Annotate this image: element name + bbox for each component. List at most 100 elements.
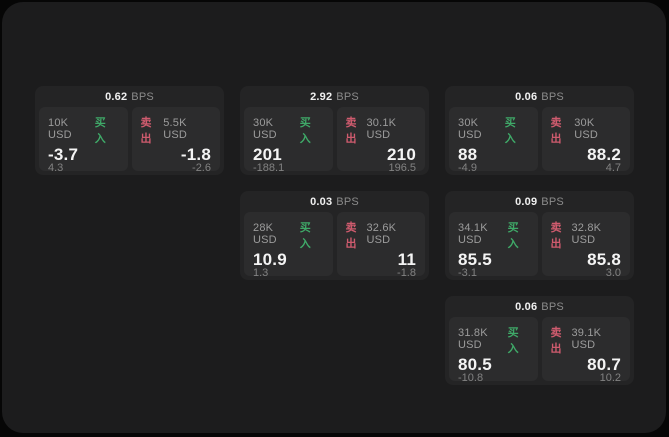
buy-quote-value: 10.9 bbox=[253, 250, 287, 269]
buy-panel-top: 31.8K USD 买入 bbox=[458, 324, 529, 356]
card-header: 0.03 BPS bbox=[244, 191, 425, 212]
sell-size-label: 32.8K USD bbox=[571, 222, 602, 246]
buy-size-label: 34.1K USD bbox=[458, 222, 488, 246]
buy-quote-delta: -4.9 bbox=[458, 162, 477, 174]
buy-panel[interactable]: 30K USD 买入 201 -188.1 bbox=[244, 107, 333, 174]
bps-value: 0.06 bbox=[515, 300, 538, 313]
sell-panel[interactable]: 卖出 30.1K USD 210 196.5 bbox=[336, 107, 425, 174]
sell-panel-top: 卖出 5.5K USD bbox=[141, 114, 212, 146]
buy-panel[interactable]: 10K USD 买入 -3.7 4.3 bbox=[39, 107, 128, 174]
sell-quote-delta: 196.5 bbox=[388, 162, 416, 174]
sell-quote-delta: 10.2 bbox=[599, 372, 621, 384]
buy-badge[interactable]: 买入 bbox=[504, 117, 517, 145]
buy-size-label: 30K USD bbox=[253, 117, 277, 141]
sell-panel[interactable]: 卖出 32.6K USD 11 -1.8 bbox=[336, 212, 425, 279]
bps-unit: BPS bbox=[541, 300, 564, 313]
bps-unit: BPS bbox=[336, 195, 359, 208]
sell-size-label: 30.1K USD bbox=[366, 117, 397, 141]
buy-size-label: 31.8K USD bbox=[458, 327, 488, 351]
sell-quote-value: 88.2 bbox=[587, 145, 621, 164]
buy-badge[interactable]: 买入 bbox=[299, 222, 312, 250]
sell-badge[interactable]: 卖出 bbox=[345, 222, 358, 250]
bps-unit: BPS bbox=[131, 90, 154, 103]
card-body: 30K USD 买入 88 -4.9 卖出 30K USD 88.2 4.7 bbox=[449, 107, 630, 174]
sell-size-label: 32.6K USD bbox=[366, 222, 397, 246]
buy-quote-delta: -188.1 bbox=[253, 162, 285, 174]
sell-size-label: 5.5K USD bbox=[163, 117, 188, 141]
buy-panel[interactable]: 31.8K USD 买入 80.5 -10.8 bbox=[449, 317, 538, 384]
bps-value: 0.62 bbox=[105, 90, 128, 103]
sell-panel[interactable]: 卖出 5.5K USD -1.8 -2.6 bbox=[131, 107, 220, 174]
buy-badge[interactable]: 买入 bbox=[299, 117, 312, 145]
sell-badge[interactable]: 卖出 bbox=[140, 117, 153, 145]
buy-quote-delta: 1.3 bbox=[253, 267, 269, 279]
quote-card: 0.06 BPS 30K USD 买入 88 -4.9 卖出 30K USD 8… bbox=[445, 86, 634, 175]
buy-quote-value: 85.5 bbox=[458, 250, 492, 269]
buy-quote-delta: 4.3 bbox=[48, 162, 64, 174]
buy-size-label: 30K USD bbox=[458, 117, 482, 141]
buy-badge[interactable]: 买入 bbox=[94, 117, 107, 145]
sell-panel[interactable]: 卖出 30K USD 88.2 4.7 bbox=[541, 107, 630, 174]
sell-quote-delta: 3.0 bbox=[605, 267, 621, 279]
buy-panel-top: 10K USD 买入 bbox=[48, 114, 119, 146]
card-body: 10K USD 买入 -3.7 4.3 卖出 5.5K USD -1.8 -2.… bbox=[39, 107, 220, 174]
sell-badge[interactable]: 卖出 bbox=[550, 222, 563, 250]
card-body: 34.1K USD 买入 85.5 -3.1 卖出 32.8K USD 85.8… bbox=[449, 212, 630, 279]
sell-quote-value: 80.7 bbox=[587, 355, 621, 374]
sell-quote-delta: 4.7 bbox=[605, 162, 621, 174]
sell-size-label: 30K USD bbox=[574, 117, 599, 141]
quote-card: 0.62 BPS 10K USD 买入 -3.7 4.3 卖出 5.5K USD… bbox=[35, 86, 224, 175]
sell-panel-top: 卖出 32.6K USD bbox=[346, 219, 417, 251]
sell-quote-delta: -2.6 bbox=[192, 162, 211, 174]
buy-badge[interactable]: 买入 bbox=[507, 327, 520, 355]
card-header: 0.06 BPS bbox=[449, 86, 630, 107]
sell-quote-value: 210 bbox=[387, 145, 416, 164]
bps-value: 2.92 bbox=[310, 90, 333, 103]
bps-unit: BPS bbox=[541, 90, 564, 103]
quote-grid: 0.62 BPS 10K USD 买入 -3.7 4.3 卖出 5.5K USD… bbox=[35, 86, 634, 385]
buy-badge[interactable]: 买入 bbox=[507, 222, 520, 250]
buy-panel-top: 34.1K USD 买入 bbox=[458, 219, 529, 251]
app-window: 0.62 BPS 10K USD 买入 -3.7 4.3 卖出 5.5K USD… bbox=[2, 2, 666, 433]
card-header: 0.09 BPS bbox=[449, 191, 630, 212]
sell-panel-top: 卖出 30K USD bbox=[551, 114, 622, 146]
buy-quote-value: 88 bbox=[458, 145, 478, 164]
buy-panel[interactable]: 28K USD 买入 10.9 1.3 bbox=[244, 212, 333, 279]
bps-unit: BPS bbox=[336, 90, 359, 103]
bps-value: 0.09 bbox=[515, 195, 538, 208]
card-body: 28K USD 买入 10.9 1.3 卖出 32.6K USD 11 -1.8 bbox=[244, 212, 425, 279]
sell-panel[interactable]: 卖出 39.1K USD 80.7 10.2 bbox=[541, 317, 630, 384]
buy-panel-top: 30K USD 买入 bbox=[253, 114, 324, 146]
bps-value: 0.03 bbox=[310, 195, 333, 208]
sell-size-label: 39.1K USD bbox=[571, 327, 602, 351]
buy-panel[interactable]: 34.1K USD 买入 85.5 -3.1 bbox=[449, 212, 538, 279]
buy-quote-delta: -3.1 bbox=[458, 267, 477, 279]
sell-quote-value: -1.8 bbox=[180, 145, 211, 164]
quote-card: 0.03 BPS 28K USD 买入 10.9 1.3 卖出 32.6K US… bbox=[240, 191, 429, 280]
sell-quote-delta: -1.8 bbox=[397, 267, 416, 279]
sell-quote-value: 11 bbox=[397, 250, 416, 269]
sell-panel-top: 卖出 39.1K USD bbox=[551, 324, 622, 356]
buy-quote-delta: -10.8 bbox=[458, 372, 484, 384]
bps-value: 0.06 bbox=[515, 90, 538, 103]
card-header: 2.92 BPS bbox=[244, 86, 425, 107]
quote-card: 0.06 BPS 31.8K USD 买入 80.5 -10.8 卖出 39.1… bbox=[445, 296, 634, 385]
sell-panel-top: 卖出 30.1K USD bbox=[346, 114, 417, 146]
sell-panel[interactable]: 卖出 32.8K USD 85.8 3.0 bbox=[541, 212, 630, 279]
bps-unit: BPS bbox=[541, 195, 564, 208]
buy-quote-value: -3.7 bbox=[48, 145, 79, 164]
card-header: 0.62 BPS bbox=[39, 86, 220, 107]
buy-panel-top: 30K USD 买入 bbox=[458, 114, 529, 146]
card-header: 0.06 BPS bbox=[449, 296, 630, 317]
buy-quote-value: 201 bbox=[253, 145, 282, 164]
buy-panel-top: 28K USD 买入 bbox=[253, 219, 324, 251]
sell-badge[interactable]: 卖出 bbox=[550, 117, 563, 145]
sell-panel-top: 卖出 32.8K USD bbox=[551, 219, 622, 251]
sell-badge[interactable]: 卖出 bbox=[550, 327, 563, 355]
sell-badge[interactable]: 卖出 bbox=[345, 117, 358, 145]
card-body: 31.8K USD 买入 80.5 -10.8 卖出 39.1K USD 80.… bbox=[449, 317, 630, 384]
buy-quote-value: 80.5 bbox=[458, 355, 492, 374]
buy-size-label: 10K USD bbox=[48, 117, 72, 141]
buy-panel[interactable]: 30K USD 买入 88 -4.9 bbox=[449, 107, 538, 174]
card-body: 30K USD 买入 201 -188.1 卖出 30.1K USD 210 1… bbox=[244, 107, 425, 174]
